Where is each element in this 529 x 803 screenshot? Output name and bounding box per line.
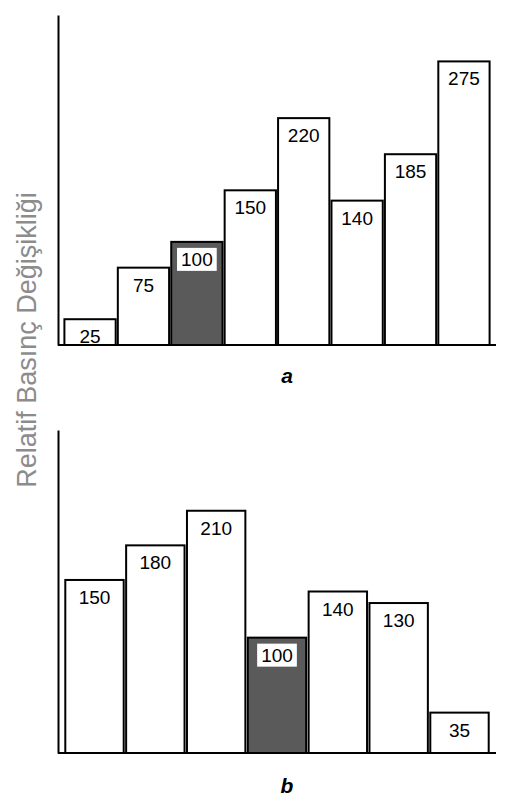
x-axis <box>58 753 496 754</box>
chart: 150 180 210 100 140 130 35 b <box>58 431 496 798</box>
panel-title: b <box>281 774 294 797</box>
data-label: 275 <box>448 68 480 89</box>
data-label: 100 <box>261 645 293 666</box>
bar <box>331 201 382 345</box>
data-label-group: 100 <box>177 248 217 271</box>
bar <box>278 118 329 345</box>
data-label-group: 150 <box>234 197 266 218</box>
data-label: 100 <box>181 249 213 270</box>
bar <box>248 638 306 753</box>
data-label-group: 210 <box>200 518 232 539</box>
bar <box>385 154 436 345</box>
data-label: 180 <box>139 552 171 573</box>
bar <box>118 268 169 345</box>
bars <box>64 61 489 345</box>
bar <box>187 511 245 753</box>
chart: 25 75 100 150 220 140 185 275 a <box>58 16 496 388</box>
bar <box>309 592 367 754</box>
data-label-group: 220 <box>288 125 320 146</box>
data-label: 150 <box>234 197 266 218</box>
data-label-group: 100 <box>257 644 297 667</box>
data-label: 130 <box>383 610 415 631</box>
x-axis-line <box>58 752 496 754</box>
data-label-group: 185 <box>395 161 427 182</box>
y-axis-title: Relatif Basınç Değişikliği <box>12 192 42 488</box>
bar <box>65 580 123 753</box>
x-axis <box>58 345 496 346</box>
data-label: 75 <box>133 275 154 296</box>
bars <box>65 511 488 753</box>
data-label: 25 <box>79 326 100 347</box>
data-label: 35 <box>449 720 470 741</box>
bar <box>126 545 184 753</box>
bar <box>369 603 427 753</box>
data-label-group: 180 <box>139 552 171 573</box>
bar <box>225 190 276 345</box>
data-labels: 150 180 210 100 140 130 35 <box>79 518 470 741</box>
data-label-group: 275 <box>448 68 480 89</box>
data-label: 150 <box>79 587 111 608</box>
label-background <box>177 248 217 271</box>
y-axis-line <box>58 431 60 754</box>
bar <box>430 713 488 753</box>
panel-title: a <box>281 364 293 387</box>
data-label: 185 <box>395 161 427 182</box>
bar <box>171 242 222 345</box>
data-label: 140 <box>322 599 354 620</box>
data-label: 210 <box>200 518 232 539</box>
data-label-group: 75 <box>133 275 154 296</box>
data-label-group: 140 <box>322 599 354 620</box>
data-label-group: 25 <box>79 326 100 347</box>
y-axis <box>58 16 59 346</box>
data-label: 220 <box>288 125 320 146</box>
data-label: 140 <box>341 208 373 229</box>
data-label-group: 140 <box>341 208 373 229</box>
data-labels: 25 75 100 150 220 140 185 275 <box>79 68 479 347</box>
data-label-group: 35 <box>449 720 470 741</box>
figure: 25 75 100 150 220 140 185 275 a Relatif Basınç De… <box>0 0 529 803</box>
data-label-group: 150 <box>79 587 111 608</box>
y-axis-line <box>58 16 60 346</box>
data-label-group: 130 <box>383 610 415 631</box>
label-background <box>257 644 297 667</box>
bar <box>438 61 489 345</box>
x-axis-line <box>58 344 496 346</box>
y-axis <box>58 431 59 754</box>
